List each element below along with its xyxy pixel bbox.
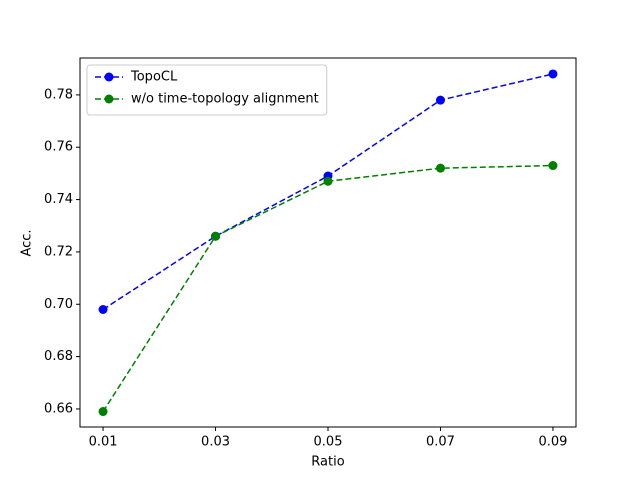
legend-marker: [104, 94, 114, 104]
data-point: [98, 407, 108, 417]
y-tick-label: 0.76: [44, 140, 73, 155]
y-tick-label: 0.78: [44, 87, 73, 102]
x-tick-label: 0.07: [426, 435, 455, 450]
x-tick-label: 0.03: [201, 435, 230, 450]
y-tick-label: 0.72: [44, 244, 73, 259]
y-axis-label: Acc.: [20, 229, 35, 256]
y-tick-label: 0.68: [44, 349, 73, 364]
legend-label: TopoCL: [130, 70, 178, 85]
data-point: [435, 95, 445, 105]
data-point: [548, 161, 558, 171]
plot-frame: [79, 57, 577, 428]
legend-marker: [104, 72, 114, 82]
y-tick-label: 0.74: [44, 192, 73, 207]
y-tick-label: 0.66: [44, 401, 73, 416]
legend-box: [86, 64, 328, 116]
data-point: [211, 231, 221, 241]
data-point: [548, 69, 558, 79]
y-tick-label: 0.70: [44, 297, 73, 312]
legend-label: w/o time-topology alignment: [131, 92, 319, 107]
data-point: [98, 304, 108, 314]
legend: TopoCL w/o time-topology alignment: [86, 64, 328, 116]
data-point: [323, 176, 333, 186]
x-tick-label: 0.05: [314, 435, 343, 450]
data-point: [435, 163, 445, 173]
x-axis-label: Ratio: [311, 455, 344, 470]
x-tick-label: 0.01: [89, 435, 118, 450]
x-tick-label: 0.09: [538, 435, 567, 450]
